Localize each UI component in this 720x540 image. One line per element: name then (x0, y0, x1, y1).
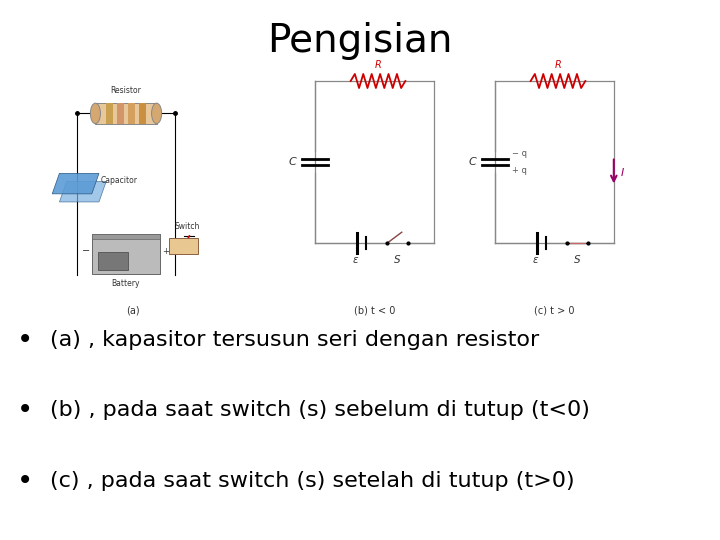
Text: Resistor: Resistor (111, 86, 141, 95)
Bar (95, 103, 157, 124)
Polygon shape (60, 181, 107, 202)
Bar (169, 238, 198, 254)
Bar (138, 103, 145, 124)
Text: Switch: Switch (174, 222, 200, 231)
Text: (a): (a) (127, 305, 140, 315)
Bar (128, 103, 135, 124)
Bar (117, 103, 124, 124)
Text: C: C (469, 157, 477, 167)
Text: −: − (81, 246, 89, 256)
Text: Capacitor: Capacitor (101, 177, 138, 185)
Text: •: • (17, 326, 33, 354)
Text: (b) t < 0: (b) t < 0 (354, 305, 395, 315)
Text: (c) , pada saat switch (s) setelah di tutup (t>0): (c) , pada saat switch (s) setelah di tu… (50, 470, 575, 491)
Text: − q: − q (511, 150, 526, 158)
Text: I: I (621, 168, 624, 178)
Ellipse shape (152, 103, 161, 124)
Text: S: S (394, 255, 401, 265)
Bar (92, 233, 160, 239)
Text: ε: ε (533, 255, 539, 265)
Text: Battery: Battery (112, 280, 140, 288)
Text: (c) t > 0: (c) t > 0 (534, 305, 575, 315)
Text: (b) , pada saat switch (s) sebelum di tutup (t<0): (b) , pada saat switch (s) sebelum di tu… (50, 400, 590, 421)
Text: + q: + q (511, 166, 526, 174)
Bar (92, 233, 160, 274)
Bar (106, 103, 113, 124)
Text: +: + (162, 247, 169, 255)
Text: R: R (374, 60, 382, 70)
Text: •: • (17, 396, 33, 424)
Text: ε: ε (353, 255, 359, 265)
Text: S: S (574, 255, 581, 265)
Text: Pengisian: Pengisian (267, 22, 453, 59)
Text: (a) , kapasitor tersusun seri dengan resistor: (a) , kapasitor tersusun seri dengan res… (50, 330, 540, 350)
Text: •: • (17, 467, 33, 495)
Polygon shape (53, 173, 99, 194)
Text: R: R (554, 60, 562, 70)
Bar (98, 252, 128, 269)
Text: C: C (289, 157, 297, 167)
Ellipse shape (90, 103, 101, 124)
